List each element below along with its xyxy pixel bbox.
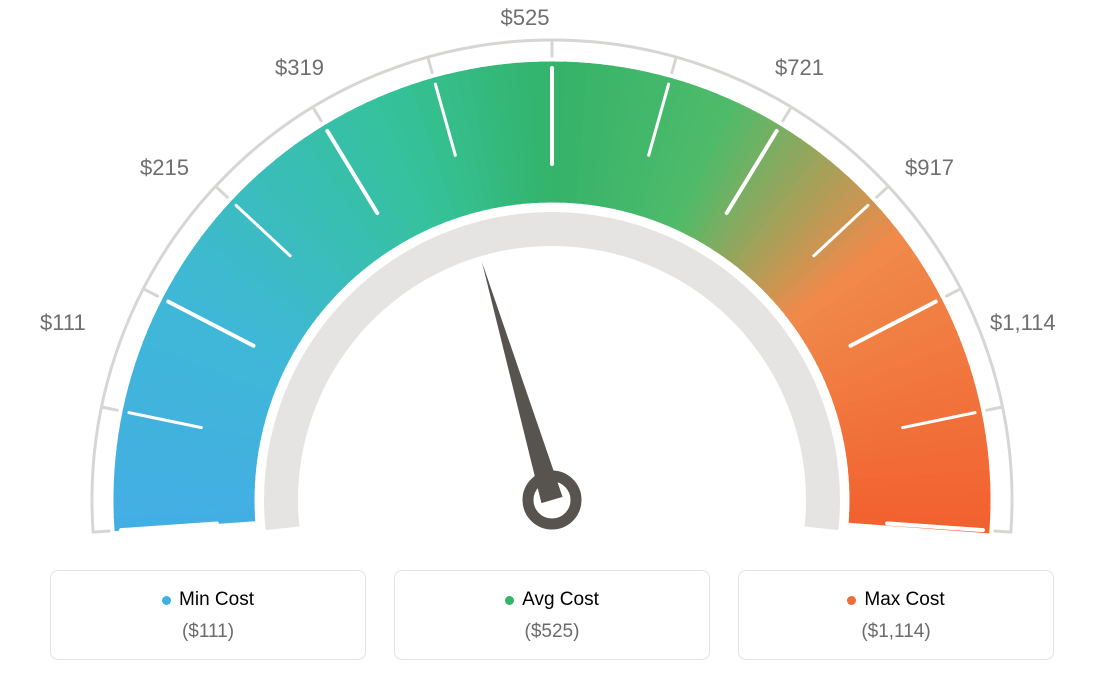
legend-min-value: ($111)	[61, 621, 355, 643]
legend-min-label: Min Cost	[179, 589, 254, 611]
legend-max-label: Max Cost	[864, 589, 944, 611]
gauge-tick-label: $215	[140, 155, 189, 181]
legend-row: Min Cost ($111) Avg Cost ($525) Max Cost…	[50, 570, 1054, 660]
legend-max-value: ($1,114)	[749, 621, 1043, 643]
cost-gauge-chart: $111 $215 $319 $525 $721 $917 $1,114 Min Cost …	[0, 0, 1104, 690]
dot-max-icon	[847, 596, 856, 605]
dot-min-icon	[162, 596, 171, 605]
legend-min: Min Cost ($111)	[50, 570, 366, 660]
legend-avg: Avg Cost ($525)	[394, 570, 710, 660]
legend-avg-value: ($525)	[405, 621, 699, 643]
gauge-tick-label: $917	[905, 155, 954, 181]
gauge-tick-label: $525	[501, 5, 550, 31]
legend-avg-label: Avg Cost	[522, 589, 599, 611]
gauge-tick-label: $721	[775, 55, 824, 81]
gauge-tick-label: $111	[40, 310, 86, 336]
legend-max: Max Cost ($1,114)	[738, 570, 1054, 660]
gauge-svg	[0, 0, 1104, 560]
gauge-tick-label: $319	[275, 55, 324, 81]
gauge-tick-label: $1,114	[990, 310, 1056, 336]
dot-avg-icon	[505, 596, 514, 605]
gauge-area: $111 $215 $319 $525 $721 $917 $1,114	[0, 0, 1104, 560]
